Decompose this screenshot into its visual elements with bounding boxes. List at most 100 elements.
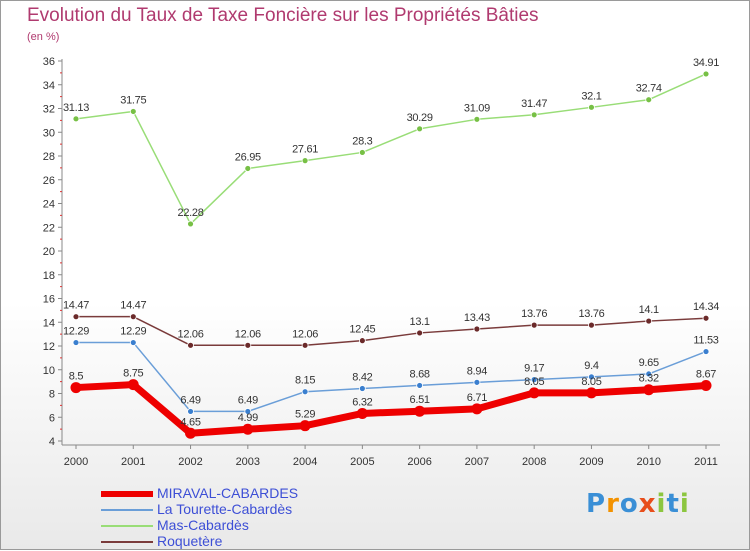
data-label: 6.51 bbox=[410, 394, 430, 406]
series-line bbox=[75, 315, 707, 347]
x-tick-label: 2006 bbox=[407, 456, 431, 468]
x-tick-label: 2011 bbox=[694, 456, 718, 468]
y-tick-label: 6 bbox=[49, 412, 55, 424]
x-tick-label: 2003 bbox=[236, 456, 260, 468]
y-tick-label: 14 bbox=[43, 317, 55, 329]
data-label: 4.99 bbox=[238, 412, 258, 424]
data-label: 6.32 bbox=[352, 396, 372, 408]
x-tick-label: 2007 bbox=[465, 456, 489, 468]
data-point bbox=[358, 337, 366, 345]
data-label: 8.75 bbox=[123, 368, 143, 380]
data-label: 8.32 bbox=[639, 373, 659, 385]
data-point bbox=[244, 165, 252, 172]
data-point bbox=[645, 317, 653, 325]
y-tick-label: 30 bbox=[43, 127, 55, 139]
logo-letter: x bbox=[638, 489, 657, 519]
data-label: 8.15 bbox=[295, 375, 315, 387]
y-tick-label: 32 bbox=[43, 104, 55, 116]
data-label: 8.68 bbox=[410, 368, 430, 380]
logo-letter: t bbox=[666, 489, 680, 519]
logo-letter: r bbox=[606, 489, 620, 519]
y-tick-label: 20 bbox=[43, 246, 55, 258]
y-tick-label: 16 bbox=[43, 294, 55, 306]
data-point bbox=[356, 407, 368, 419]
series-line bbox=[72, 381, 710, 437]
data-label: 14.1 bbox=[639, 304, 659, 316]
data-label: 34.91 bbox=[693, 57, 719, 69]
legend-label: Mas-Cabardès bbox=[157, 517, 249, 533]
y-tick-label: 18 bbox=[43, 270, 55, 282]
y-tick-label: 34 bbox=[43, 80, 55, 92]
data-label: 12.06 bbox=[235, 328, 261, 340]
logo-letter: i bbox=[679, 489, 690, 519]
data-label: 6.49 bbox=[238, 394, 258, 406]
series-line bbox=[75, 341, 707, 413]
data-label: 12.29 bbox=[120, 326, 146, 338]
proxiti-logo: Proxiti bbox=[586, 489, 690, 519]
data-label: 14.47 bbox=[63, 300, 89, 312]
data-point bbox=[702, 314, 710, 322]
y-tick-label: 36 bbox=[43, 56, 55, 68]
data-point bbox=[358, 149, 366, 156]
data-point bbox=[244, 408, 252, 415]
data-label: 13.1 bbox=[410, 316, 430, 328]
data-label: 8.05 bbox=[524, 376, 544, 388]
data-point bbox=[129, 108, 137, 115]
data-label: 6.49 bbox=[180, 394, 200, 406]
data-point bbox=[416, 125, 424, 133]
data-point bbox=[528, 387, 540, 399]
y-tick-label: 4 bbox=[49, 436, 55, 448]
x-tick-label: 2008 bbox=[522, 456, 546, 468]
y-tick-label: 10 bbox=[43, 365, 55, 377]
data-point bbox=[585, 387, 597, 399]
data-label: 5.29 bbox=[295, 409, 315, 421]
legend-label: MIRAVAL-CABARDES bbox=[157, 485, 299, 501]
data-label: 8.5 bbox=[69, 371, 84, 383]
legend-label: La Tourette-Cabardès bbox=[157, 501, 293, 517]
data-label: 26.95 bbox=[235, 151, 261, 163]
data-point bbox=[702, 348, 710, 355]
data-point bbox=[301, 388, 309, 396]
data-label: 31.09 bbox=[464, 102, 490, 114]
data-label: 12.06 bbox=[178, 328, 204, 340]
data-label: 32.1 bbox=[581, 90, 601, 102]
data-label: 31.75 bbox=[120, 94, 146, 106]
data-label: 11.53 bbox=[693, 335, 718, 347]
data-label: 12.06 bbox=[292, 328, 318, 340]
data-label: 30.29 bbox=[407, 112, 433, 124]
data-label: 9.4 bbox=[584, 360, 599, 372]
data-label: 13.76 bbox=[578, 308, 604, 320]
data-point bbox=[473, 378, 481, 386]
x-tick-label: 2010 bbox=[636, 456, 660, 468]
data-label: 8.42 bbox=[352, 372, 372, 384]
data-point bbox=[471, 403, 483, 415]
data-point bbox=[72, 115, 80, 123]
data-point bbox=[645, 370, 653, 378]
data-point bbox=[70, 382, 82, 394]
data-label: 12.29 bbox=[63, 326, 89, 338]
data-point bbox=[588, 321, 595, 329]
logo-letter: i bbox=[656, 489, 667, 519]
data-point bbox=[129, 339, 137, 346]
data-point bbox=[301, 341, 309, 349]
x-tick-label: 2001 bbox=[121, 456, 145, 468]
data-label: 9.17 bbox=[524, 363, 544, 375]
data-point bbox=[588, 103, 595, 111]
data-point bbox=[530, 321, 538, 329]
data-point bbox=[129, 313, 137, 321]
x-tick-label: 2002 bbox=[178, 456, 202, 468]
data-point bbox=[530, 111, 538, 119]
data-point bbox=[700, 380, 712, 392]
legend-label: Roquetère bbox=[157, 533, 223, 549]
data-point bbox=[530, 376, 538, 384]
y-tick-label: 12 bbox=[43, 341, 55, 353]
data-point bbox=[645, 96, 653, 104]
data-label: 6.71 bbox=[467, 392, 487, 404]
legend-swatch bbox=[101, 509, 153, 511]
data-label: 12.45 bbox=[349, 324, 375, 336]
data-point bbox=[414, 405, 426, 417]
legend-swatch bbox=[101, 491, 153, 497]
data-label: 13.76 bbox=[521, 308, 547, 320]
